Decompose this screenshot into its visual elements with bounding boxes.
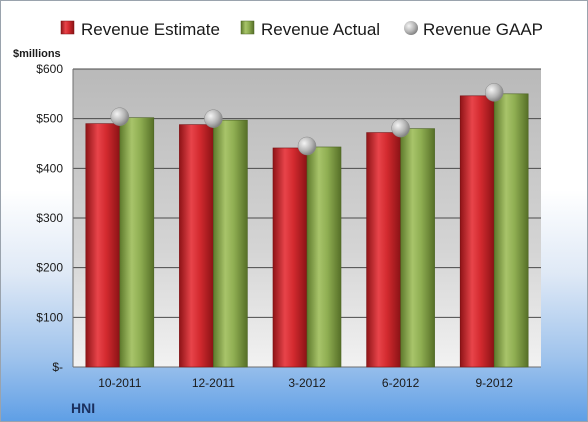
- bar-revenue-actual-9-2012[interactable]: [493, 93, 529, 368]
- company-label: HNI: [71, 400, 95, 416]
- marker-revenue-gaap-3-2012[interactable]: [297, 136, 317, 156]
- legend-item-revenue-estimate[interactable]: Revenue Estimate: [60, 20, 220, 39]
- bar-revenue-actual-10-2011[interactable]: [119, 117, 155, 368]
- gaap-markers: [110, 83, 504, 156]
- legend-item-revenue-actual[interactable]: Revenue Actual: [240, 20, 380, 39]
- bar-revenue-actual-3-2012[interactable]: [306, 146, 342, 368]
- bar-revenue-estimate-3-2012[interactable]: [272, 147, 308, 368]
- y-tick-label: $500: [36, 112, 63, 126]
- bar-revenue-actual-6-2012[interactable]: [400, 128, 435, 368]
- legend-label-revenue-estimate: Revenue Estimate: [81, 20, 220, 39]
- bar-revenue-estimate-9-2012[interactable]: [459, 95, 495, 368]
- y-tick-label: $100: [36, 310, 63, 324]
- marker-revenue-gaap-10-2011[interactable]: [110, 107, 130, 126]
- marker-revenue-gaap-9-2012[interactable]: [484, 83, 504, 102]
- y-tick-label: $200: [36, 261, 63, 275]
- bar-revenue-estimate-10-2011[interactable]: [85, 123, 121, 368]
- legend-label-revenue-actual: Revenue Actual: [261, 20, 380, 39]
- legend-label-revenue-gaap: Revenue GAAP: [423, 20, 543, 39]
- marker-revenue-gaap-12-2011[interactable]: [204, 109, 223, 128]
- bar-revenue-estimate-12-2011[interactable]: [179, 124, 214, 368]
- x-axis-ticks: 10-2011 12-2011 3-2012 6-2012 9-2012: [98, 376, 513, 390]
- y-axis-ticks: $- $100 $200 $300 $400 $500 $600: [36, 62, 63, 374]
- bar-revenue-actual-12-2011[interactable]: [213, 119, 248, 368]
- x-tick-label: 3-2012: [288, 376, 326, 390]
- y-axis-label: $millions: [13, 48, 61, 60]
- legend: Revenue Estimate Revenue Actual Revenue …: [60, 20, 543, 39]
- x-tick-label: 10-2011: [98, 376, 141, 390]
- y-tick-label: $400: [36, 161, 63, 175]
- x-tick-label: 6-2012: [382, 376, 420, 390]
- y-tick-label: $300: [36, 211, 63, 225]
- y-tick-label: $600: [36, 62, 63, 76]
- x-tick-label: 9-2012: [476, 376, 514, 390]
- x-tick-label: 12-2011: [192, 376, 235, 390]
- legend-item-revenue-gaap[interactable]: Revenue GAAP: [404, 20, 543, 39]
- y-tick-label: $-: [52, 360, 63, 374]
- bars: [85, 93, 529, 368]
- bar-revenue-estimate-6-2012[interactable]: [366, 132, 401, 368]
- marker-revenue-gaap-6-2012[interactable]: [391, 118, 410, 138]
